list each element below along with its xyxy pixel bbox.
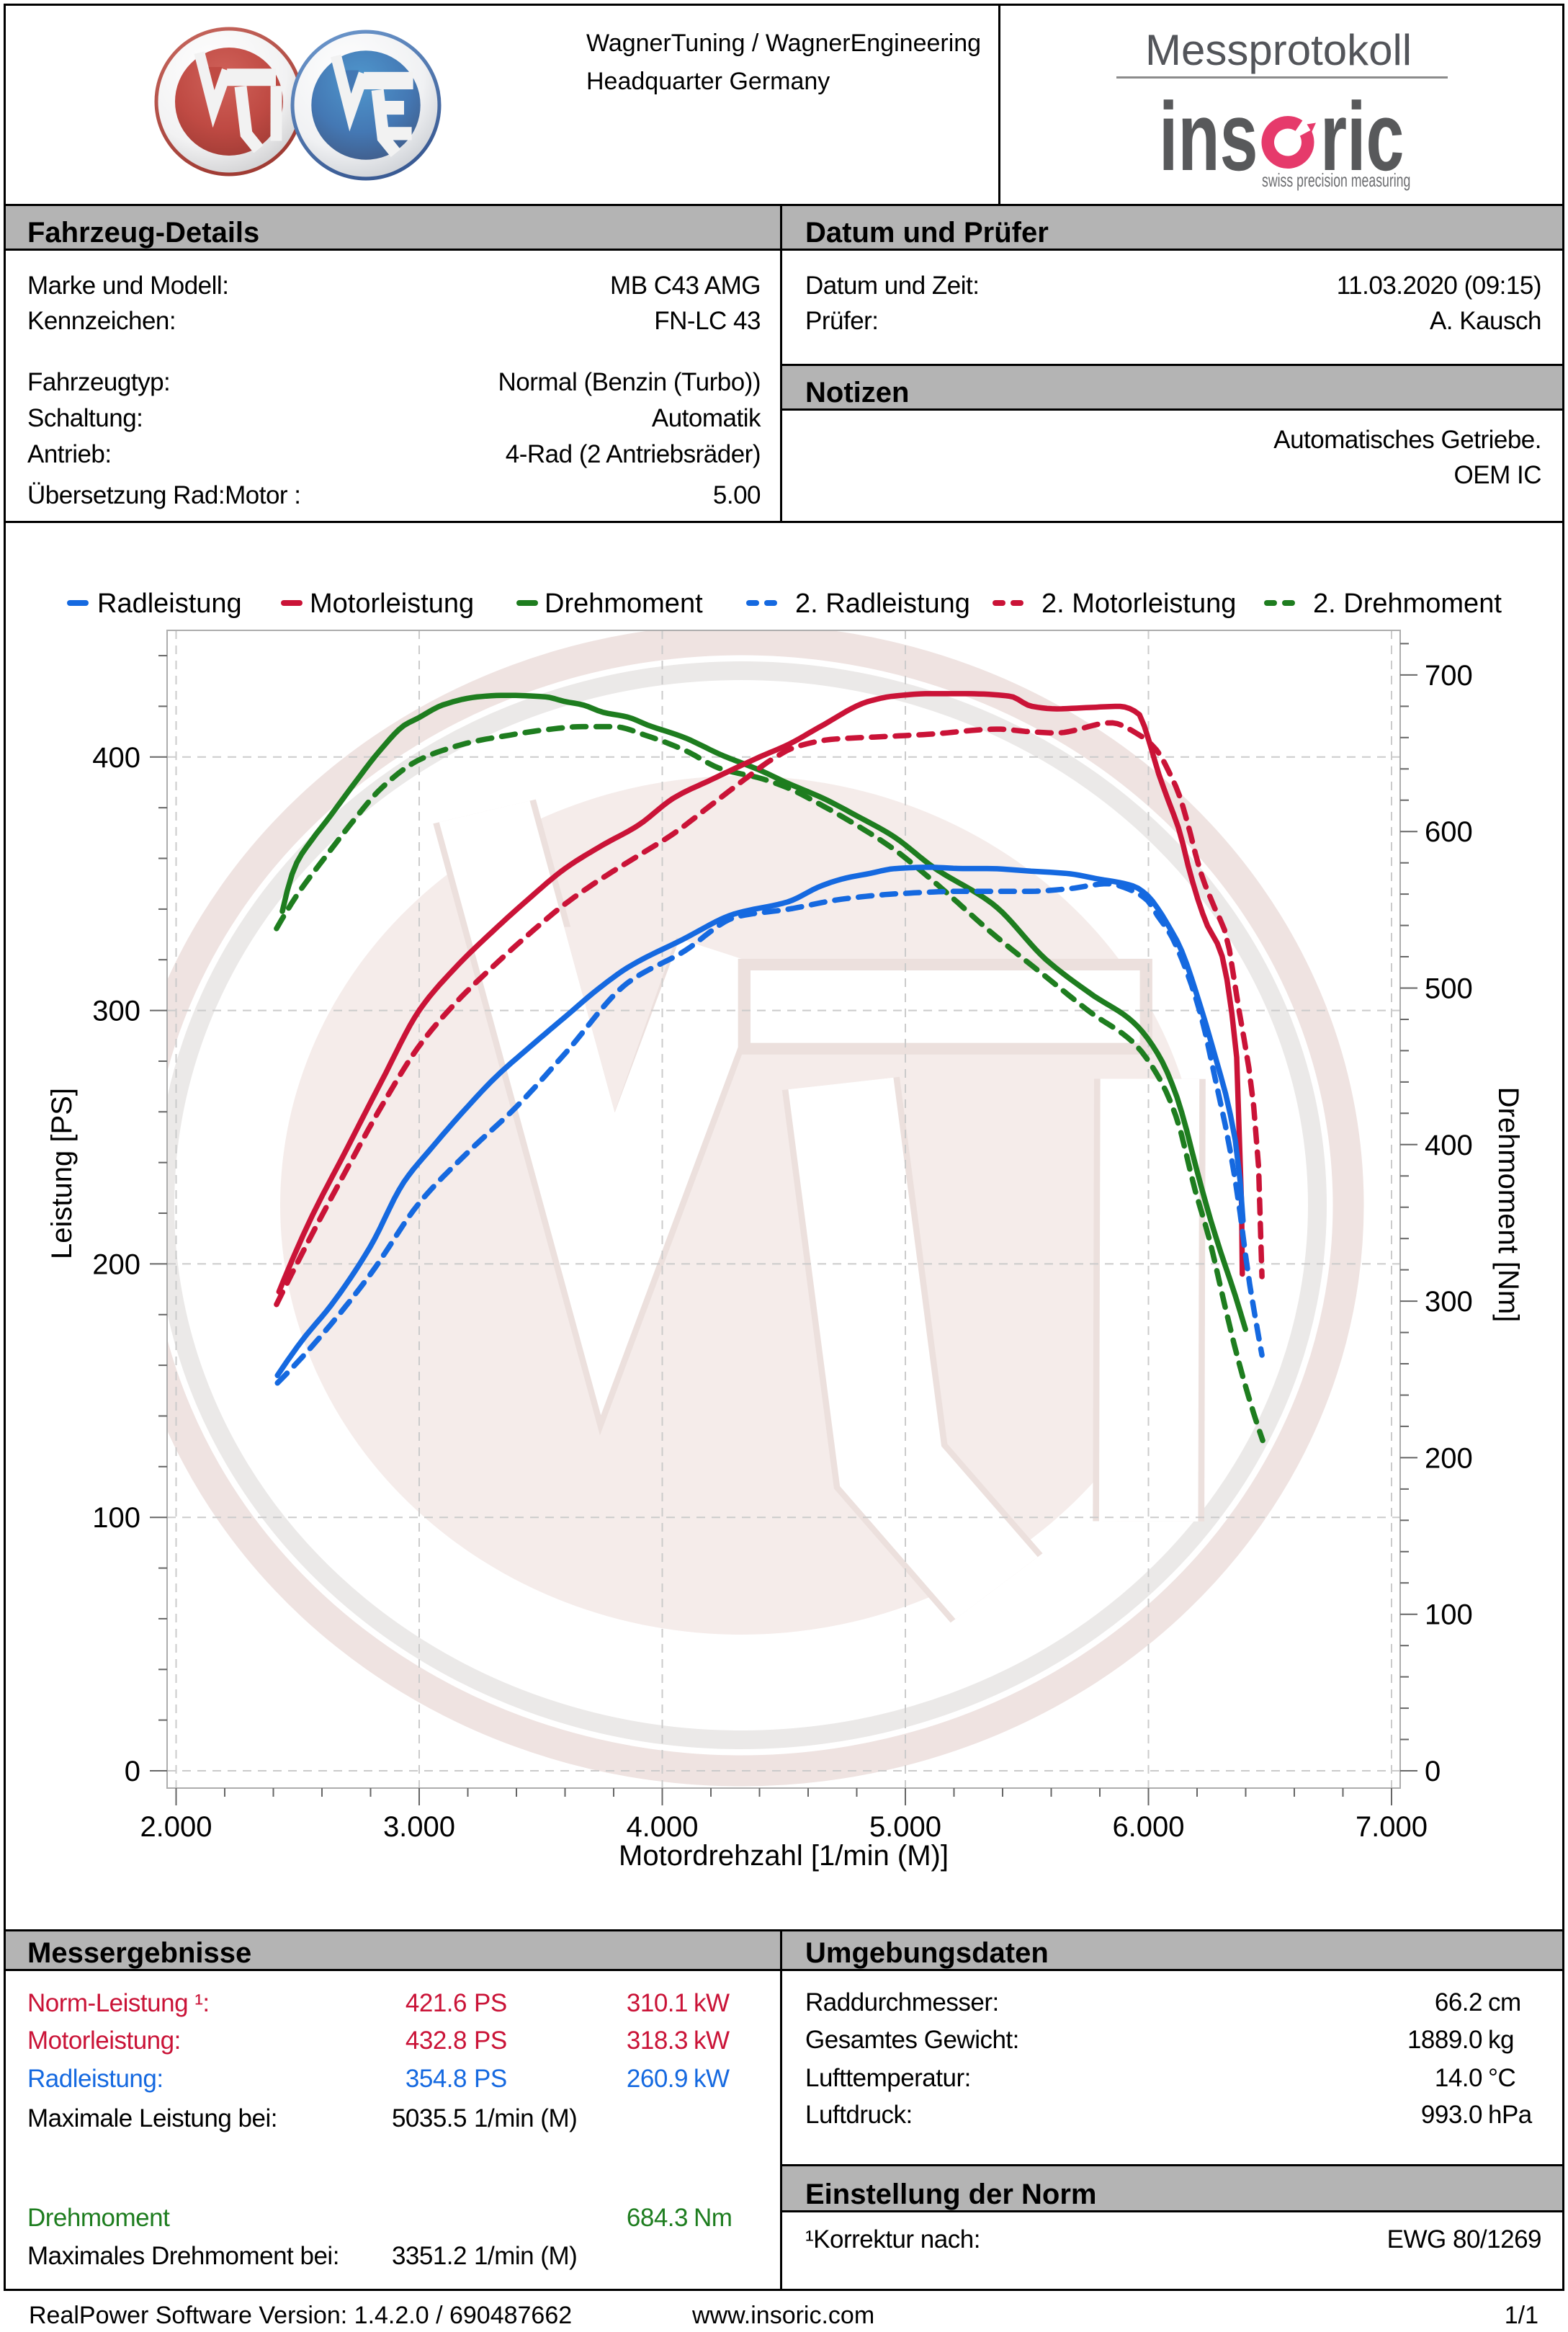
svg-text:400: 400 (1425, 1130, 1473, 1161)
svg-text:500: 500 (1425, 973, 1473, 1005)
svg-text:600: 600 (1425, 816, 1473, 848)
svg-text:0: 0 (125, 1756, 140, 1787)
svg-text:0: 0 (1425, 1756, 1441, 1787)
svg-text:100: 100 (92, 1502, 140, 1534)
svg-text:Drehmoment [Nm]: Drehmoment [Nm] (1492, 1087, 1524, 1323)
svg-text:100: 100 (1425, 1599, 1473, 1631)
svg-text:6.000: 6.000 (1112, 1811, 1184, 1843)
svg-text:Motordrehzahl [1/min (M)]: Motordrehzahl [1/min (M)] (619, 1840, 949, 1872)
svg-text:3.000: 3.000 (383, 1811, 455, 1843)
svg-text:5.000: 5.000 (869, 1811, 941, 1843)
svg-text:2.000: 2.000 (140, 1811, 212, 1843)
svg-text:200: 200 (1425, 1442, 1473, 1474)
svg-text:200: 200 (92, 1248, 140, 1280)
svg-text:700: 700 (1425, 660, 1473, 692)
svg-text:Leistung [PS]: Leistung [PS] (46, 1088, 78, 1259)
svg-text:7.000: 7.000 (1356, 1811, 1428, 1843)
svg-text:400: 400 (92, 742, 140, 774)
svg-text:300: 300 (92, 996, 140, 1027)
svg-text:4.000: 4.000 (626, 1811, 698, 1843)
svg-text:300: 300 (1425, 1286, 1473, 1318)
